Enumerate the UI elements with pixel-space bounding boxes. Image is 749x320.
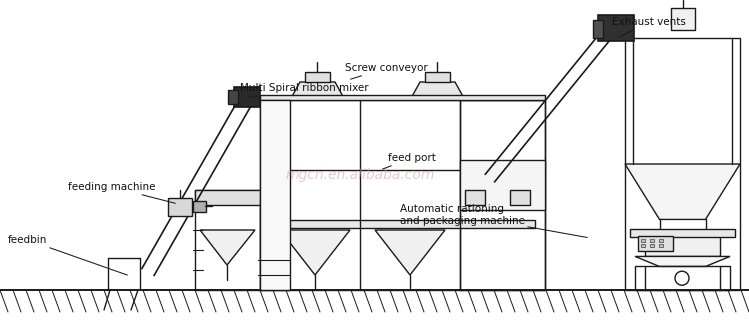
- Text: Screw conveyor: Screw conveyor: [345, 63, 428, 79]
- FancyBboxPatch shape: [234, 87, 260, 107]
- Bar: [638, 236, 673, 252]
- Polygon shape: [375, 230, 445, 275]
- Bar: [195, 190, 260, 290]
- Text: Exhaust vents: Exhaust vents: [612, 17, 686, 37]
- Bar: [670, 8, 694, 30]
- Text: feedbin: feedbin: [8, 235, 127, 275]
- Bar: [260, 95, 545, 100]
- FancyBboxPatch shape: [228, 90, 238, 104]
- Bar: [270, 220, 535, 228]
- Bar: [659, 239, 663, 243]
- Bar: [305, 72, 330, 82]
- Bar: [641, 239, 645, 243]
- Text: Multi Spiral ribbon mixer: Multi Spiral ribbon mixer: [240, 83, 369, 98]
- Polygon shape: [635, 256, 730, 267]
- Bar: [260, 100, 545, 290]
- Bar: [630, 229, 735, 237]
- Bar: [641, 244, 645, 247]
- Polygon shape: [410, 82, 465, 100]
- Bar: [425, 72, 450, 82]
- Bar: [510, 190, 530, 205]
- Text: Automatic rationing
and packaging machine: Automatic rationing and packaging machin…: [400, 204, 587, 237]
- Bar: [465, 190, 485, 205]
- Text: feeding machine: feeding machine: [68, 182, 175, 203]
- Polygon shape: [290, 82, 345, 100]
- Bar: [659, 244, 663, 247]
- Bar: [625, 38, 740, 290]
- Text: mgcn.en.alibaba.com: mgcn.en.alibaba.com: [285, 168, 434, 182]
- Text: feed port: feed port: [383, 153, 436, 169]
- Bar: [650, 244, 654, 247]
- Polygon shape: [625, 164, 740, 220]
- Bar: [460, 100, 545, 290]
- Polygon shape: [200, 230, 255, 265]
- Bar: [168, 198, 192, 216]
- Polygon shape: [280, 230, 350, 275]
- Bar: [460, 160, 545, 210]
- Bar: [635, 267, 730, 290]
- Bar: [645, 235, 720, 256]
- Bar: [195, 190, 260, 205]
- Bar: [260, 100, 290, 290]
- Bar: [193, 201, 206, 212]
- FancyBboxPatch shape: [593, 20, 603, 38]
- Bar: [650, 239, 654, 243]
- FancyBboxPatch shape: [598, 15, 634, 41]
